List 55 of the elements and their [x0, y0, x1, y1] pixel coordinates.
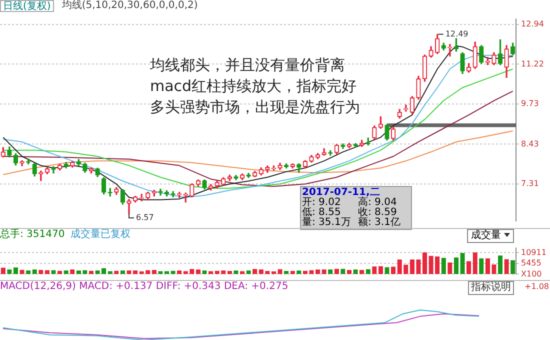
bar — [498, 256, 503, 274]
candlestick — [448, 44, 452, 56]
annotation: 低: 8.55 — [302, 207, 341, 218]
annotation: 收: 8.59 — [358, 207, 397, 218]
y-tick-label: 5455 — [521, 258, 542, 268]
bar — [485, 258, 490, 274]
text: 总手: 351470 — [0, 229, 65, 241]
annotation: 开: 9.02 — [302, 197, 342, 208]
bar — [510, 260, 516, 274]
text: 成交量 — [466, 229, 514, 243]
bar — [196, 270, 201, 274]
bar — [428, 256, 434, 274]
text: MACD(12,26,9) MACD: +0.137 DIFF: +0.343 DEA: +0.275 — [0, 281, 288, 292]
text: 均线(5,10,20,30,60,0,0,0,2) — [62, 0, 198, 12]
y-tick-label: X100 — [521, 269, 542, 278]
bar — [441, 258, 446, 274]
candlestick — [126, 199, 132, 214]
y-tick-label: 7.31 — [521, 179, 539, 188]
annotation: 6.57 — [136, 212, 154, 222]
bar — [492, 264, 496, 274]
bar — [416, 259, 421, 274]
bar — [152, 270, 156, 274]
bar — [404, 264, 408, 274]
y-tick-label: 11.22 — [521, 59, 544, 68]
annotation: 额: 3.1亿 — [358, 217, 400, 228]
bar — [378, 266, 384, 274]
bar — [422, 252, 428, 274]
bar — [454, 258, 459, 274]
y-tick-label: 10911 — [521, 248, 546, 257]
annotation: 12.49 — [445, 29, 468, 38]
bar — [479, 258, 484, 274]
text: +1.08 — [524, 281, 549, 293]
bar — [397, 259, 402, 274]
bar — [460, 252, 465, 274]
annotation: 多头强势市场，出现是洗盘行为 — [150, 97, 360, 118]
bar — [504, 259, 509, 274]
y-tick-label: 8.43 — [521, 139, 539, 148]
annotation: 量: 35.1万 — [302, 217, 352, 228]
annotation: macd红柱持续放大，指标完好 — [150, 76, 358, 97]
bar — [435, 256, 440, 274]
bar — [466, 261, 472, 274]
bar — [448, 262, 452, 274]
bar — [360, 270, 364, 274]
bar — [472, 252, 478, 274]
text: 成交量已复权 — [70, 229, 131, 241]
annotation: 均线都头，并且没有量价背离 — [150, 55, 346, 76]
bar — [346, 270, 352, 274]
bar — [410, 259, 414, 274]
text: 日线(复权) — [0, 0, 54, 12]
text: 指标说明 — [468, 281, 514, 295]
annotation: 2017-07-11,二 — [302, 187, 380, 198]
annotation: 高: 9.04 — [358, 197, 397, 208]
bar — [315, 270, 320, 274]
y-tick-label: 12.94 — [521, 19, 544, 28]
y-tick-label: 9.73 — [521, 99, 539, 108]
